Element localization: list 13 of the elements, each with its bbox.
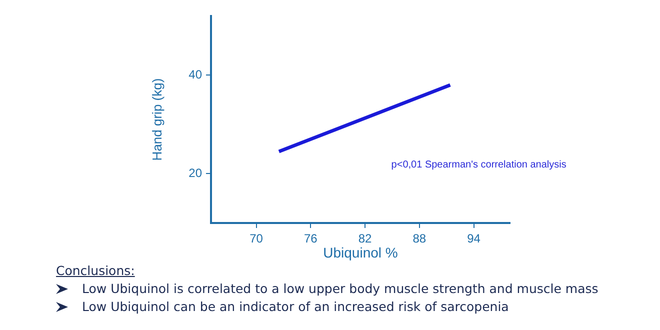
x-axis-title: Ubiquinol % bbox=[323, 244, 398, 260]
y-tick-label: 20 bbox=[188, 166, 202, 180]
x-tick-label: 88 bbox=[412, 232, 426, 246]
x-tick-label: 70 bbox=[250, 232, 264, 246]
y-tick-label: 40 bbox=[188, 67, 202, 82]
text: Conclusions: bbox=[56, 262, 136, 280]
text: Low Ubiquinol can be an indicator of an increased risk of sarcopenia bbox=[82, 298, 509, 316]
x-tick-label: 76 bbox=[304, 232, 318, 246]
text: Low Ubiquinol is correlated to a low upper body muscle strength and muscle mass bbox=[82, 280, 598, 298]
x-tick-label: 82 bbox=[358, 232, 372, 246]
x-tick-label: 94 bbox=[467, 232, 481, 246]
y-axis-title: Hand grip (kg) bbox=[149, 78, 164, 161]
annotation: p<0,01 Spearman's correlation analysis bbox=[391, 160, 566, 171]
